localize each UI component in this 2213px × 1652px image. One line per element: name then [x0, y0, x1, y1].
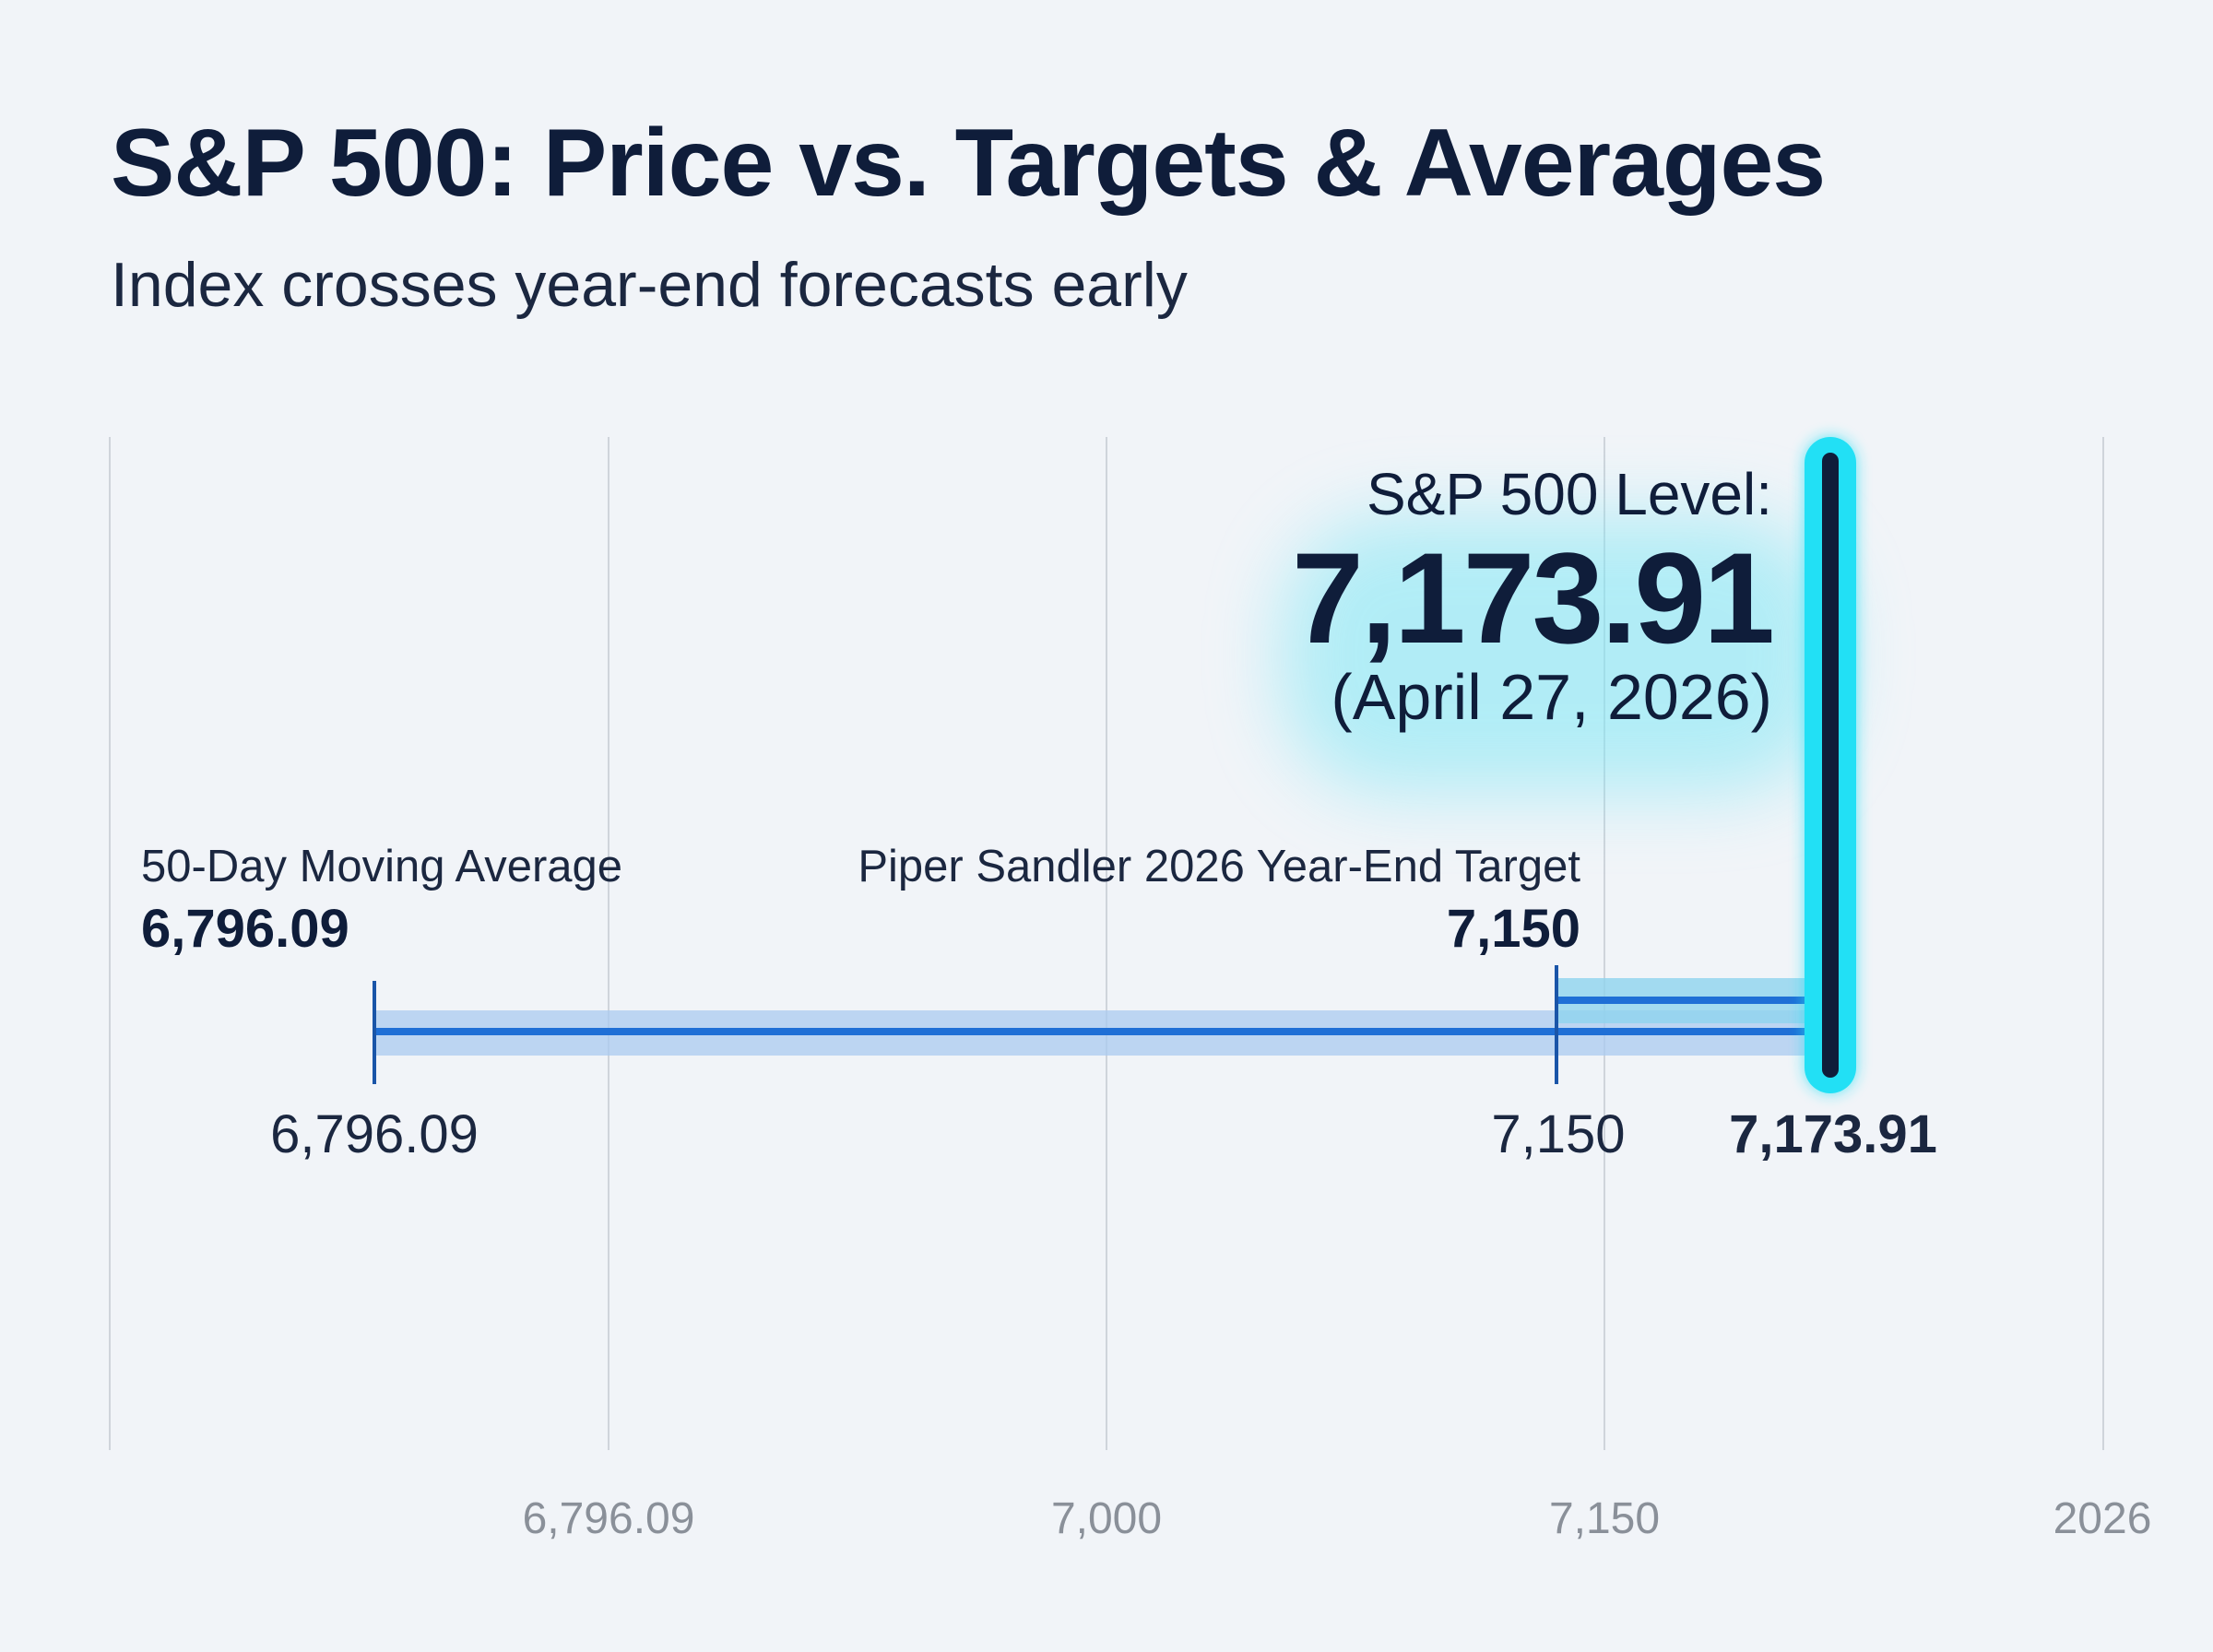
ma-axis-label: 6,796.09 — [270, 1104, 479, 1164]
chart-title: S&P 500: Price vs. Targets & Averages — [111, 110, 1826, 217]
chart-subtitle: Index crosses year-end forecasts early — [111, 250, 1188, 320]
x-tick-label: 6,796.09 — [523, 1494, 695, 1543]
callout-date: (April 27, 2026) — [1331, 661, 1772, 733]
target-value: 7,150 — [1447, 899, 1580, 959]
target-label: Piper Sandler 2026 Year-End Target — [858, 842, 1580, 891]
callout-glow — [1282, 516, 1835, 793]
x-tick-label: 7,000 — [1051, 1494, 1162, 1543]
callout-heading: S&P 500 Level: — [1367, 461, 1772, 527]
ma-label: 50-Day Moving Average — [141, 842, 622, 891]
callout-value: 7,173.91 — [1292, 525, 1772, 670]
price-axis-label: 7,173.91 — [1729, 1104, 1937, 1164]
x-tick-label: 7,150 — [1549, 1494, 1660, 1543]
x-tick-label: 2026 — [2053, 1494, 2152, 1543]
target-axis-label: 7,150 — [1491, 1104, 1625, 1164]
ma-value: 6,796.09 — [141, 899, 349, 959]
